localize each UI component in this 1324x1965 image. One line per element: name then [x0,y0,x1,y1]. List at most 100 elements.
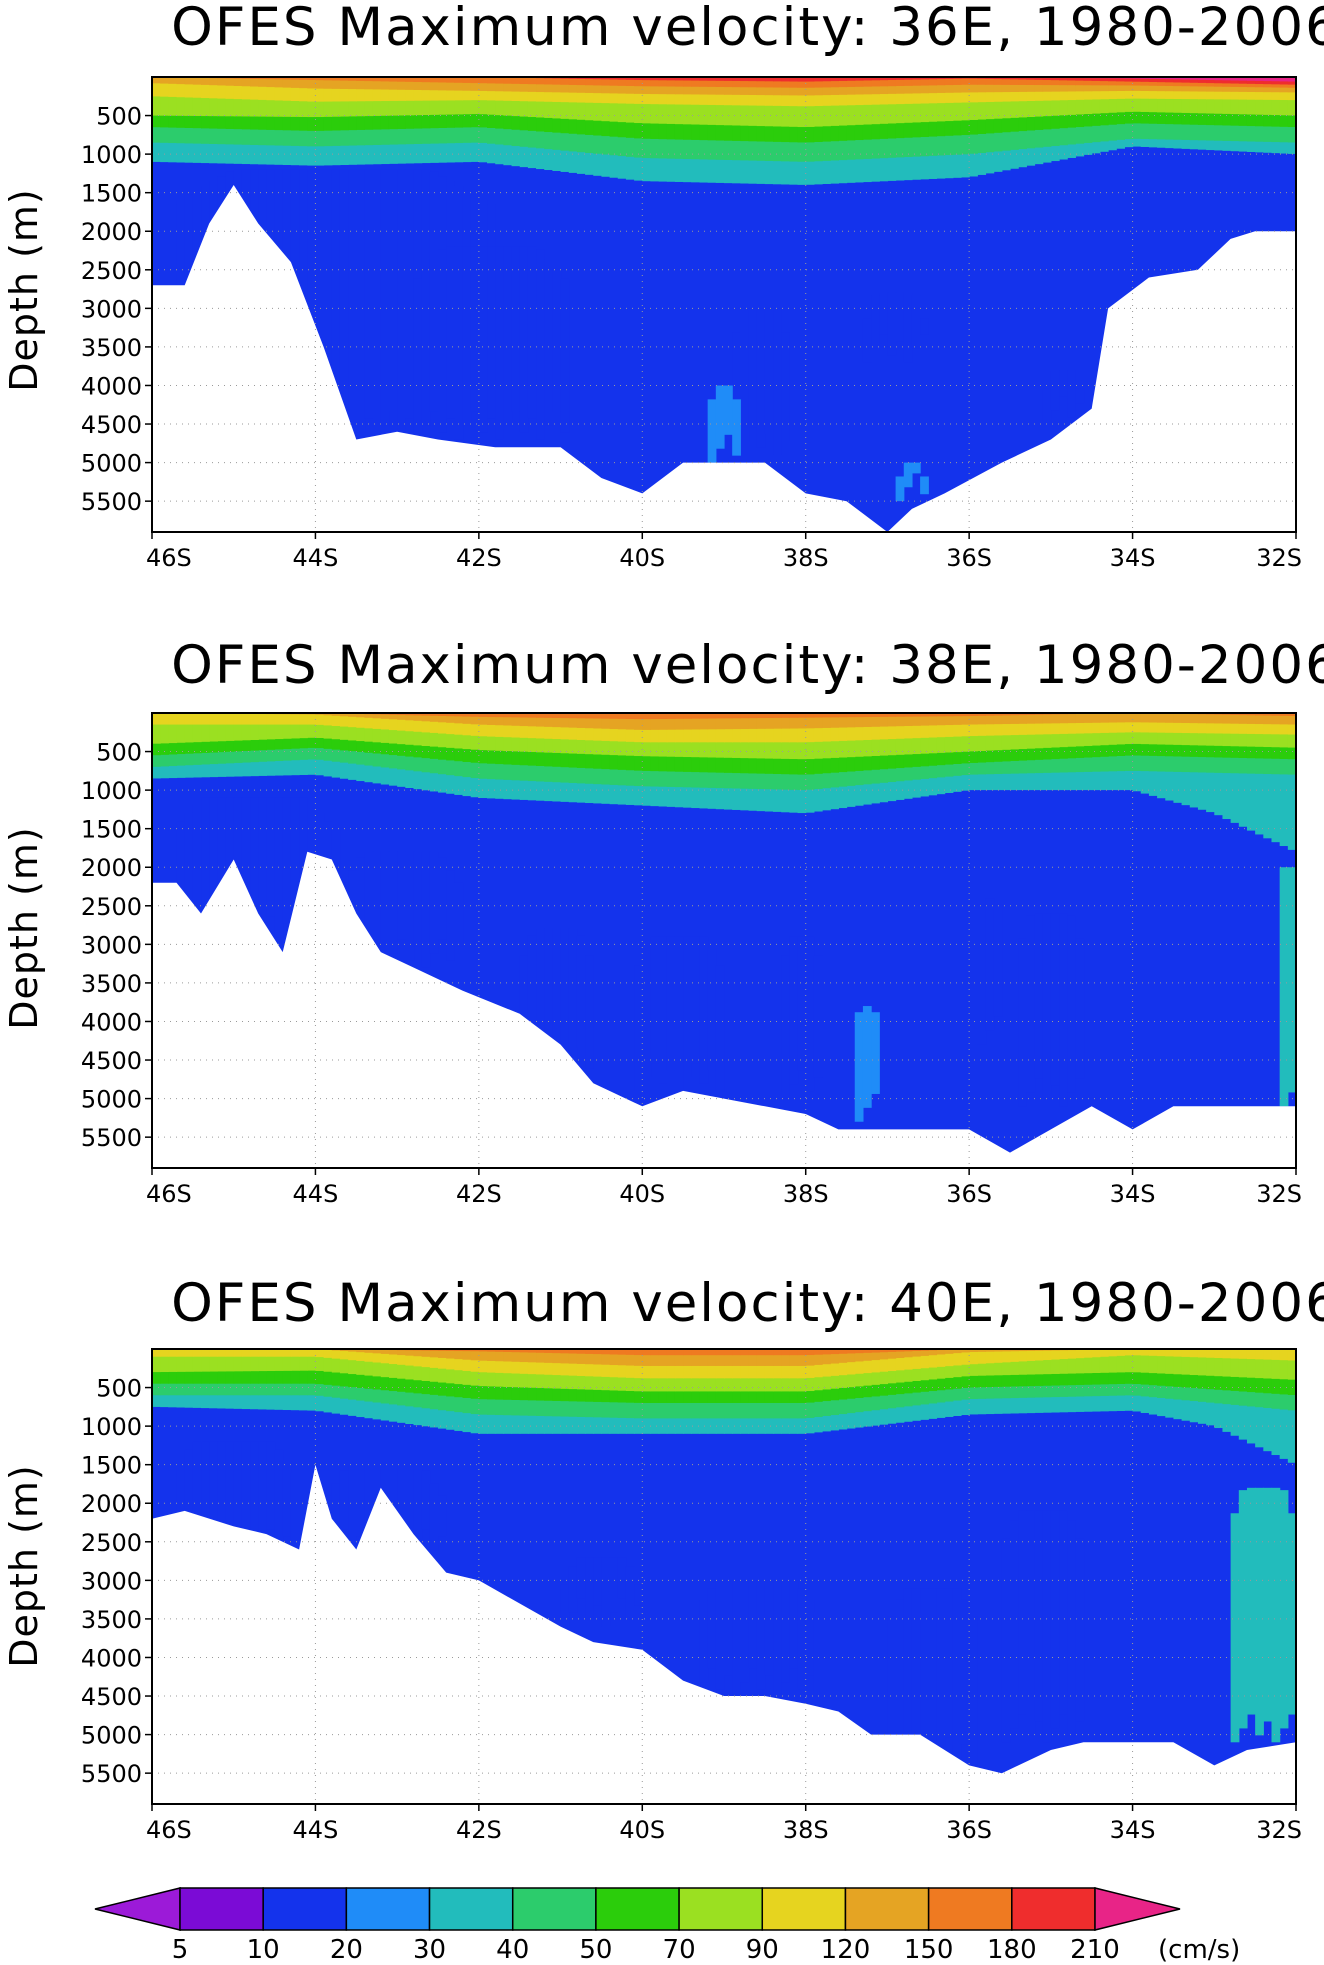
contour-cell [429,77,439,83]
contour-cell [1181,1349,1191,1375]
contour-cell [666,1349,676,1366]
contour-cell [911,713,921,726]
contour-cell [1067,1349,1076,1374]
contour-cell [544,1349,553,1363]
contour-cell [732,1349,741,1356]
patch-cell [568,1566,578,1613]
contour-cell [715,1349,725,1366]
contour-cell [282,77,292,88]
contour-cell [1181,77,1191,80]
contour-cell [1287,713,1297,717]
patch-cell [1075,1538,1085,1722]
contour-cell [1197,713,1207,724]
contour-cell [822,77,831,88]
contour-cell [233,713,243,725]
contour-cell [282,713,292,725]
colorbar-label: 90 [746,1935,779,1965]
contour-cell [495,713,504,726]
contour-cell [323,77,333,102]
contour-cell [487,77,496,92]
contour-cell [388,713,398,720]
contour-cell [438,713,447,734]
colorbar-box [428,1887,514,1931]
patch-cell [936,1588,946,1752]
patch-cell [805,1600,815,1676]
patch-cell [1034,913,1044,1079]
contour-cell [495,77,504,84]
contour-cell [511,713,521,726]
contour-cell [560,713,570,728]
contour-cell [1222,713,1232,724]
contour-cell [805,1349,815,1356]
contour-cell [871,713,880,727]
contour-cell [568,1349,578,1364]
contour-cell [1034,1349,1044,1361]
contour-cell [1018,713,1027,735]
contour-cell [1067,713,1076,734]
contour-cell [617,713,627,719]
contour-cell [176,77,186,98]
contour-cell [225,713,235,725]
contour-cell [544,77,553,85]
patch-cell [413,851,423,947]
contour-cell [1189,1349,1199,1376]
contour-cell [1083,713,1093,723]
contour-cell [895,77,905,87]
patch-cell [1279,1490,1289,1729]
contour-cell [781,713,790,729]
contour-cell [617,713,627,730]
contour-cell [1116,713,1125,733]
contour-cell [625,1349,635,1355]
contour-cell [552,1349,562,1354]
contour-cell [1263,1349,1273,1360]
contour-cell [315,713,325,738]
patch-cell [225,797,235,917]
contour-cell [331,77,341,89]
contour-cell [928,77,938,86]
contour-cell [454,77,464,83]
contour-cell [1083,1349,1093,1358]
patch-cell [797,1588,807,1690]
patch-cell [413,1464,423,1544]
contour-cell [1271,713,1281,716]
contour-cell [323,1349,333,1358]
contour-cell [1010,1349,1019,1375]
patch-cell [911,462,921,474]
contour-cell [715,77,725,87]
contour-cell [1263,713,1273,839]
contour-cell [609,77,619,86]
contour-cell [388,1349,398,1355]
patch-cell [1034,1510,1044,1722]
low-velocity-patch [707,385,741,463]
contour-cell [201,713,210,742]
contour-cell [299,77,308,102]
contour-cell [339,1349,349,1352]
patch-cell [438,857,447,940]
contour-cell [740,713,750,719]
contour-cell [952,1349,962,1366]
contour-cell [1271,77,1281,82]
patch-cell [1026,915,1036,1093]
contour-cell [625,77,635,87]
contour-cell [854,77,864,81]
patch-cell [446,246,455,419]
contour-cell [625,713,635,730]
contour-cell [601,1349,611,1365]
patch-cell [560,278,570,433]
contour-cell [1181,77,1191,83]
patch-cell [1287,1513,1297,1715]
contour-cell [1165,77,1175,83]
contour-cell [299,713,308,725]
contour-cell [1279,713,1289,716]
contour-cell [952,713,962,717]
patch-cell [544,259,553,426]
patch-cell [928,1588,938,1766]
patch-cell [805,936,815,1092]
contour-cell [552,77,562,85]
contour-layer [315,1349,1134,1366]
contour-cell [413,713,423,721]
patch-cell [576,935,586,1048]
contour-cell [1263,713,1273,716]
y-tick-label: 2000 [81,854,142,882]
contour-cell [339,77,349,89]
